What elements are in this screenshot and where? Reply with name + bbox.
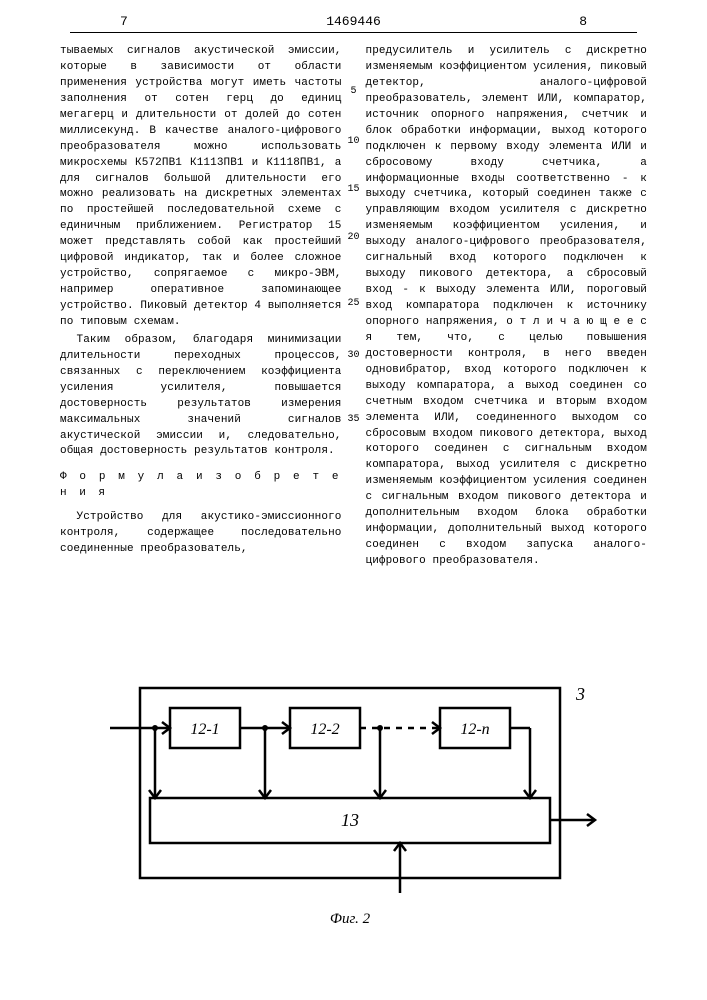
page-header: 7 1469446 8 [0,0,707,50]
page: 7 1469446 8 5 10 15 20 25 30 35 тываемых… [0,0,707,1000]
page-number-left: 7 [120,14,128,29]
figure-svg: 3 12-1 12-2 12-n [100,668,600,928]
left-column: тываемых сигналов акустической эмиссии, … [60,44,342,572]
text-body: тываемых сигналов акустической эмиссии, … [60,44,647,572]
paragraph: Устройство для акустико-эмиссионного кон… [60,510,342,558]
paragraph: тываемых сигналов акустической эмиссии, … [60,44,342,331]
document-number: 1469446 [326,14,381,29]
figure-caption: Фиг. 2 [100,911,600,928]
formula-heading: Ф о р м у л а и з о б р е т е н и я [60,470,342,502]
block-label: 12-1 [190,721,219,738]
block-label: 12-n [460,721,489,738]
figure-outer-label: 3 [575,684,585,704]
figure-2: 3 12-1 12-2 12-n [100,668,600,928]
paragraph: предусилитель и усилитель с дискретно из… [366,44,648,570]
block-label: 13 [341,810,359,830]
right-column: предусилитель и усилитель с дискретно из… [366,44,648,572]
block-label: 12-2 [310,721,339,738]
header-rule [70,32,637,33]
page-number-right: 8 [579,14,587,29]
paragraph: Таким образом, благодаря минимизации дли… [60,333,342,461]
